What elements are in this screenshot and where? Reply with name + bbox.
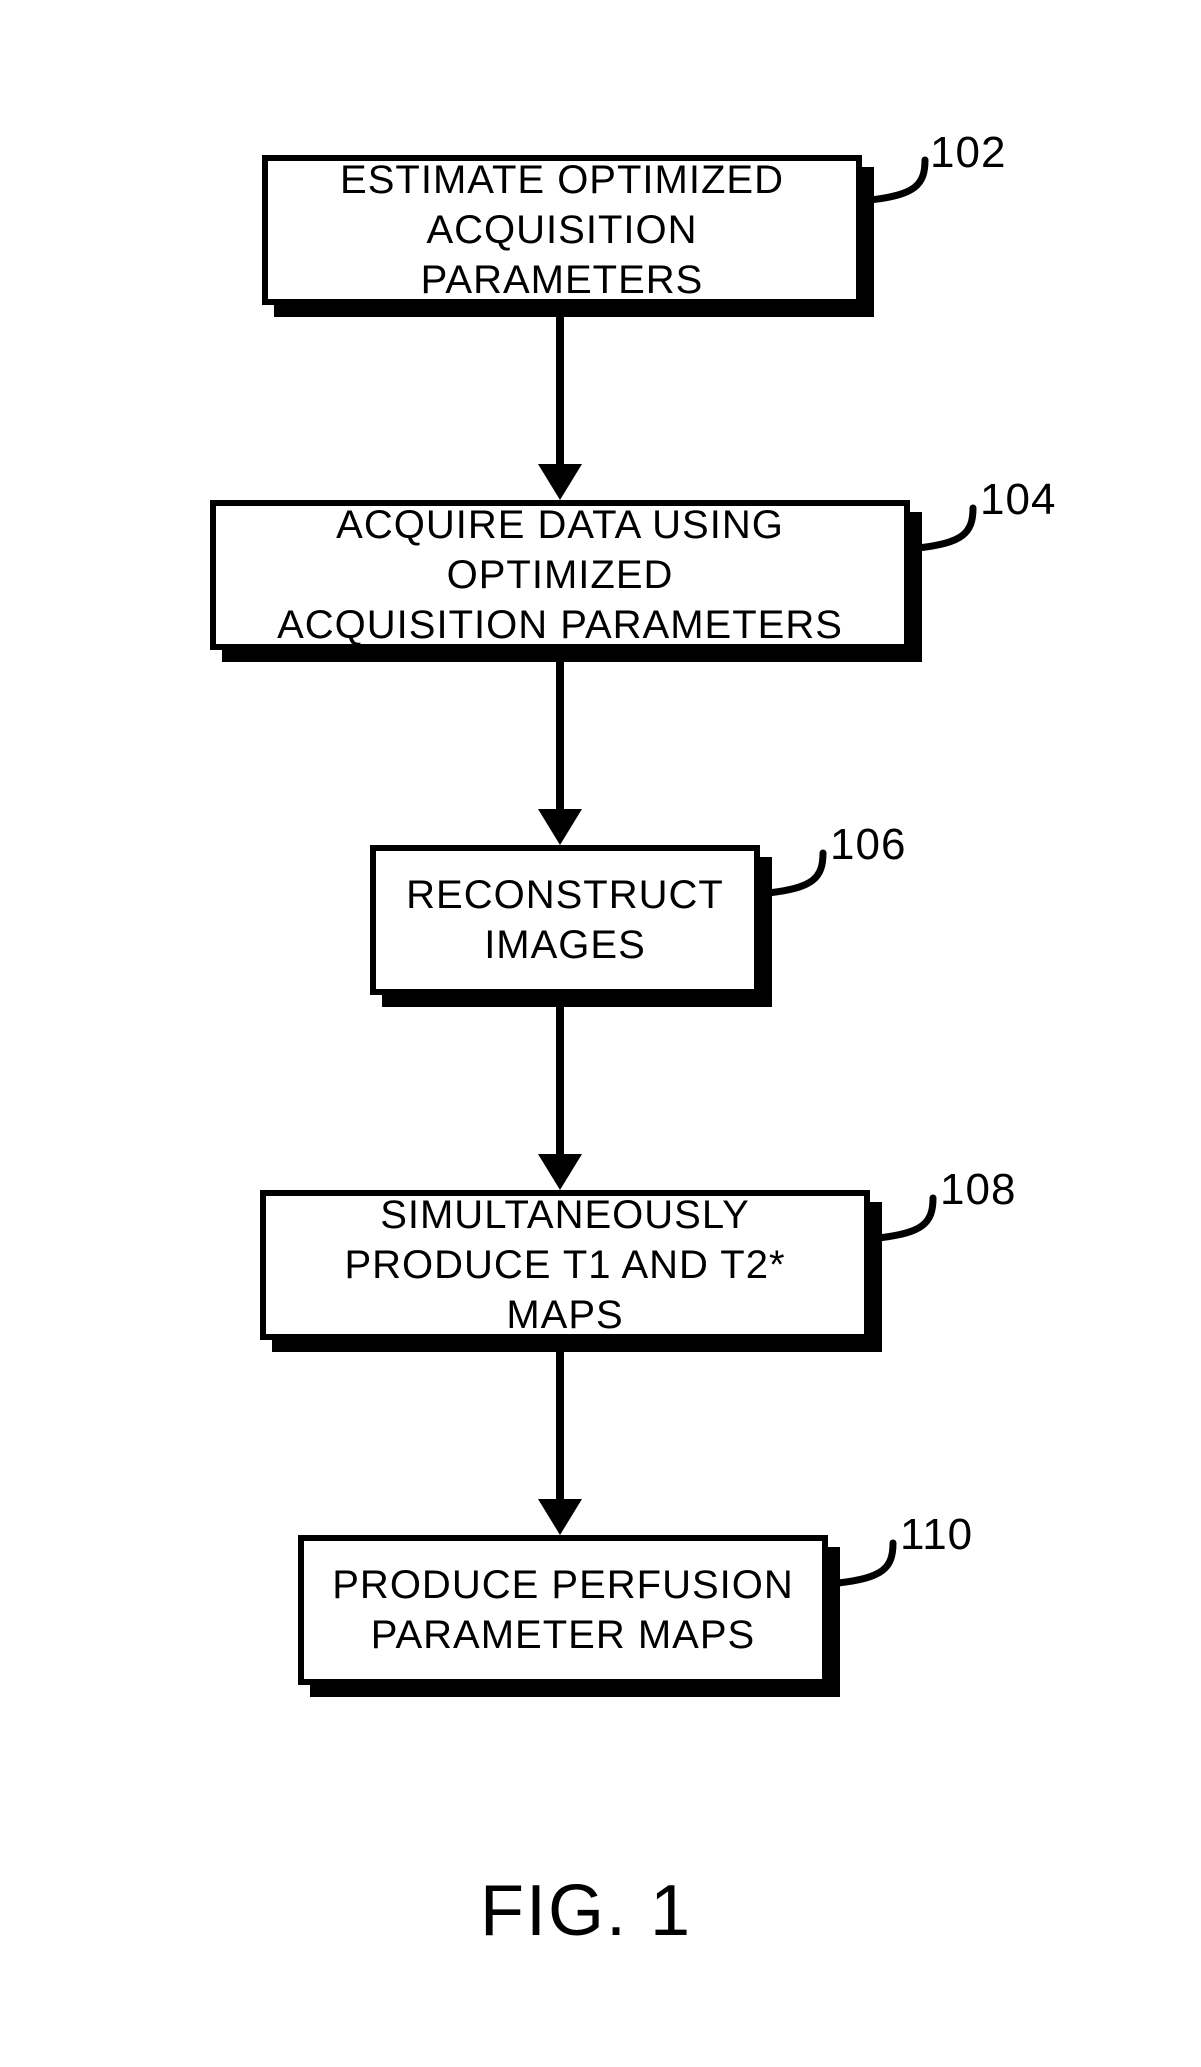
flow-box-text: SIMULTANEOUSLY PRODUCE T1 AND T2* MAPS (286, 1190, 844, 1340)
figure-caption: FIG. 1 (480, 1870, 692, 1952)
node-label-104: 104 (980, 475, 1056, 525)
node-label-106: 106 (830, 820, 906, 870)
arrow-shaft (556, 1007, 564, 1154)
flow-box: ESTIMATE OPTIMIZED ACQUISITION PARAMETER… (262, 155, 862, 305)
flow-box: SIMULTANEOUSLY PRODUCE T1 AND T2* MAPS (260, 1190, 870, 1340)
leader-curve (865, 155, 930, 205)
flow-box-text: PRODUCE PERFUSION PARAMETER MAPS (332, 1560, 794, 1660)
flow-node-n104: ACQUIRE DATA USING OPTIMIZED ACQUISITION… (210, 500, 910, 650)
flowchart-page: ESTIMATE OPTIMIZED ACQUISITION PARAMETER… (0, 0, 1201, 2067)
node-label-110: 110 (900, 1510, 973, 1560)
flow-box-text: RECONSTRUCT IMAGES (406, 870, 724, 970)
leader-curve (833, 1538, 898, 1588)
flow-node-n106: RECONSTRUCT IMAGES (370, 845, 760, 995)
arrow-shaft (556, 662, 564, 809)
leader-curve (763, 848, 828, 898)
flow-node-n110: PRODUCE PERFUSION PARAMETER MAPS (298, 1535, 828, 1685)
flow-box: RECONSTRUCT IMAGES (370, 845, 760, 995)
arrow-head-icon (538, 1499, 582, 1535)
arrow-head-icon (538, 464, 582, 500)
flow-node-n108: SIMULTANEOUSLY PRODUCE T1 AND T2* MAPS (260, 1190, 870, 1340)
flow-box: ACQUIRE DATA USING OPTIMIZED ACQUISITION… (210, 500, 910, 650)
arrow-shaft (556, 317, 564, 464)
flow-box-text: ACQUIRE DATA USING OPTIMIZED ACQUISITION… (236, 500, 884, 650)
flow-box: PRODUCE PERFUSION PARAMETER MAPS (298, 1535, 828, 1685)
arrow-head-icon (538, 1154, 582, 1190)
node-label-108: 108 (940, 1165, 1016, 1215)
arrow-shaft (556, 1352, 564, 1499)
leader-curve (913, 503, 978, 553)
node-label-102: 102 (930, 128, 1006, 178)
flow-box-text: ESTIMATE OPTIMIZED ACQUISITION PARAMETER… (288, 155, 836, 305)
flow-node-n102: ESTIMATE OPTIMIZED ACQUISITION PARAMETER… (262, 155, 862, 305)
arrow-head-icon (538, 809, 582, 845)
leader-curve (873, 1193, 938, 1243)
